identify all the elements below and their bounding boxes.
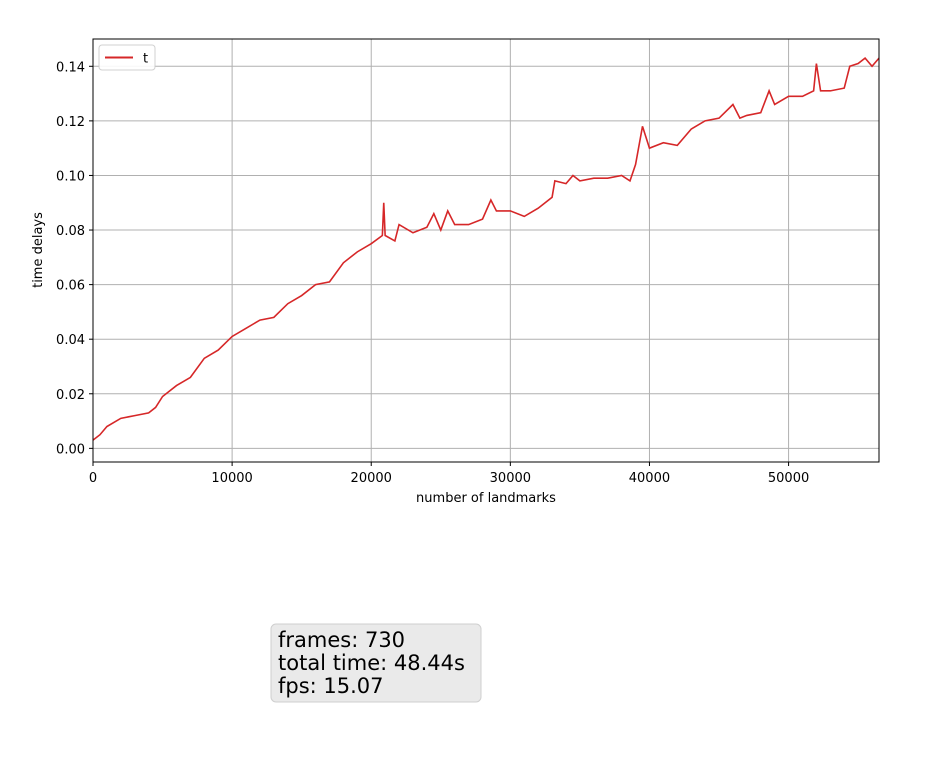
- y-tick-label: 0.08: [56, 224, 85, 239]
- x-axis-label: number of landmarks: [416, 491, 556, 506]
- annotation-line: frames: 730: [278, 628, 405, 652]
- y-tick-label: 0.00: [56, 442, 85, 457]
- plot-area: [93, 39, 879, 462]
- annotation-box: [270, 623, 482, 703]
- x-tick-label: 0: [89, 471, 97, 486]
- y-tick-label: 0.12: [56, 115, 85, 130]
- x-tick-label: 50000: [768, 471, 809, 486]
- x-tick-label: 10000: [211, 471, 252, 486]
- y-tick-label: 0.14: [56, 60, 85, 75]
- annotation-line: fps: 15.07: [278, 674, 384, 698]
- legend-label: t: [143, 52, 148, 67]
- y-tick-label: 0.02: [56, 388, 85, 403]
- axes-frame: [92, 38, 880, 463]
- x-tick-label: 40000: [629, 471, 670, 486]
- y-axis-label: time delays: [31, 212, 46, 288]
- y-tick-label: 0.06: [56, 279, 85, 294]
- y-tick-label: 0.04: [56, 333, 85, 348]
- x-tick-label: 20000: [351, 471, 392, 486]
- data-line: [92, 56, 880, 441]
- x-tick-label: 30000: [490, 471, 531, 486]
- y-tick-label: 0.10: [56, 169, 85, 184]
- annotation-line: total time: 48.44s: [278, 651, 465, 675]
